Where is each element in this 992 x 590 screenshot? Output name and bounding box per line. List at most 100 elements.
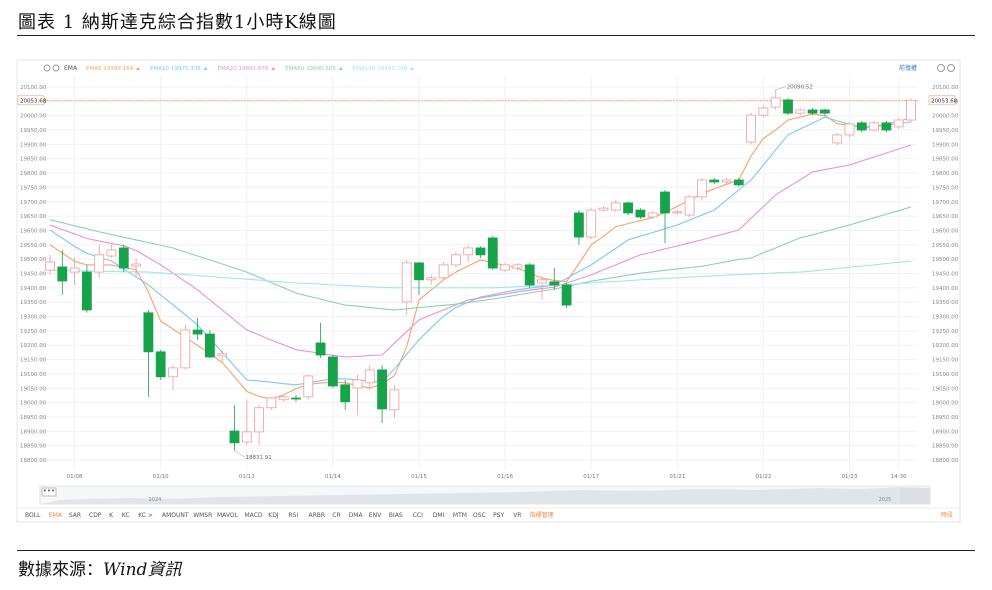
toolbar-item[interactable]: BOLL	[25, 512, 41, 519]
refresh-icon[interactable]	[937, 64, 945, 72]
candle-body	[69, 267, 80, 273]
y-tick-label: 19150.00	[20, 358, 47, 364]
indicator-label: EMA	[64, 65, 78, 72]
candle-body	[574, 212, 584, 238]
candle-body	[709, 179, 720, 183]
toolbar-item[interactable]: WMSR	[193, 512, 212, 519]
candle-body	[721, 179, 732, 183]
toolbar-item[interactable]: ARBR	[309, 512, 326, 519]
candle-body	[733, 179, 744, 186]
candle-body	[463, 247, 474, 256]
toolbar-item[interactable]: CCI	[413, 512, 423, 519]
candle-body	[893, 119, 904, 128]
y-tick-label: 19550.00	[932, 243, 959, 249]
toolbar-item[interactable]: CDP	[89, 512, 102, 519]
y-tick-label: 19750.00	[20, 185, 47, 191]
y-tick-label: 20100.00	[20, 85, 47, 91]
legend-name: EMA120	[353, 66, 376, 72]
candle-body	[672, 211, 683, 214]
toolbar-item[interactable]: AMOUNT	[162, 512, 189, 519]
candle-body	[807, 109, 818, 114]
candle-body	[783, 99, 793, 114]
candle-body	[229, 430, 240, 444]
toolbar-item[interactable]: EMA	[49, 512, 63, 519]
toolbar-item[interactable]: KC	[122, 512, 130, 519]
x-tick-label: 01/16	[497, 474, 513, 480]
toolbar-item[interactable]: DMA	[349, 512, 364, 519]
y-tick-label: 19300.00	[20, 315, 47, 321]
annotation-label: 18831.91	[246, 455, 272, 461]
candle-body	[500, 264, 511, 271]
y-tick-label: 19950.00	[932, 128, 959, 134]
candle-body	[549, 281, 560, 286]
y-tick-label: 19450.00	[932, 272, 959, 278]
toolbar-item[interactable]: PSY	[493, 512, 504, 519]
candle-body	[352, 379, 363, 389]
toolbar-item[interactable]: SAR	[69, 512, 81, 519]
y-tick-label: 19900.00	[932, 142, 959, 148]
toolbar-item[interactable]: DMI	[433, 512, 445, 519]
y-tick-label: 20000.00	[20, 114, 47, 120]
toolbar-item[interactable]: BIAS	[389, 512, 403, 519]
settings-icon[interactable]	[947, 64, 955, 72]
toolbar-item[interactable]: ENV	[369, 512, 382, 519]
x-tick-label: 01/10	[153, 474, 169, 480]
navigator-window[interactable]	[900, 488, 930, 504]
last-price-box	[17, 95, 45, 106]
y-tick-label: 19150.00	[932, 358, 959, 364]
y-tick-label: 19600.00	[932, 228, 959, 234]
x-tick-label: 01/13	[239, 474, 255, 480]
candle-body	[217, 353, 228, 357]
adjust-label[interactable]: 前復權	[899, 64, 917, 72]
x-tick-label: 01/21	[669, 474, 685, 480]
close-icon[interactable]	[52, 64, 60, 72]
toolbar-item[interactable]: MACD	[245, 512, 263, 519]
candle-body	[586, 209, 597, 238]
candle-body	[623, 202, 633, 214]
y-tick-label: 18950.00	[932, 415, 959, 421]
y-tick-label: 19950.00	[20, 128, 47, 134]
ema-line	[49, 206, 912, 311]
toolbar-item[interactable]: VR	[513, 512, 521, 519]
candle-body	[537, 279, 547, 284]
toolbar-item[interactable]: KDJ	[268, 512, 279, 519]
candle-body	[660, 191, 670, 214]
last-price-box	[928, 95, 956, 106]
y-tick-label: 19700.00	[932, 200, 959, 206]
y-tick-label: 18800.00	[932, 458, 959, 464]
legend-arrow	[271, 67, 276, 70]
candle-body	[561, 284, 572, 306]
toolbar-item[interactable]: 指標管理	[530, 511, 554, 519]
y-tick-label: 19900.00	[20, 142, 47, 148]
toolbar-item[interactable]: K	[109, 512, 114, 519]
chart: ••• 18800.00 18800.00 18850.00 18850.00 1890…	[16, 59, 961, 523]
candle-body	[389, 389, 400, 411]
y-tick-label: 19250.00	[20, 329, 47, 335]
toolbar-item[interactable]: MAVOL	[217, 512, 239, 519]
navigator-handle[interactable]	[41, 487, 57, 497]
settings-icon[interactable]	[43, 64, 51, 72]
candle-body	[180, 329, 191, 369]
period-label[interactable]: 時段	[941, 511, 953, 519]
candle-body	[340, 384, 351, 403]
candle-body	[856, 122, 867, 131]
y-tick-label: 19300.00	[932, 315, 959, 321]
candle-body	[844, 123, 855, 136]
y-tick-label: 19850.00	[932, 157, 959, 163]
toolbar-item[interactable]: CR	[332, 512, 340, 519]
ema-line	[49, 260, 912, 289]
candle-body	[315, 342, 326, 356]
rule	[17, 550, 975, 551]
source-value: Wind資訊	[103, 560, 182, 580]
toolbar-item[interactable]: KC >	[138, 512, 153, 519]
toolbar-item[interactable]: RSI	[288, 512, 298, 519]
candle-body	[487, 237, 498, 269]
x-tick-label: 01/23	[842, 474, 858, 480]
toolbar-item[interactable]: OSC	[473, 512, 486, 519]
candle-body	[327, 356, 338, 387]
toolbar-item[interactable]: MTM	[453, 512, 467, 519]
legend-name: EMA60	[285, 66, 304, 72]
navigator-handle-dots: •••	[43, 487, 55, 495]
candle-body	[401, 262, 412, 303]
candle-body	[512, 264, 523, 269]
